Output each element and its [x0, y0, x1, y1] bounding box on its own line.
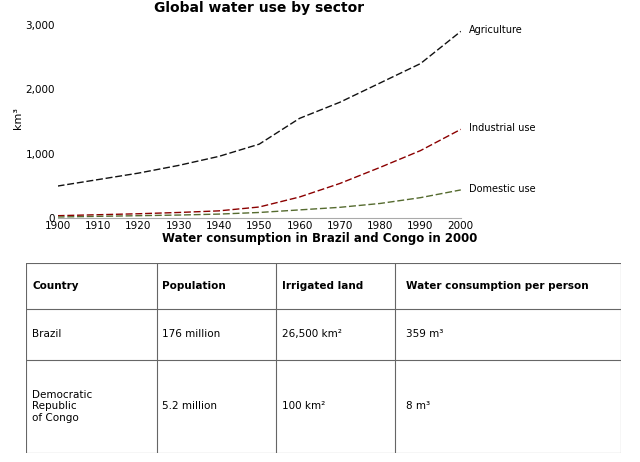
Text: 176 million: 176 million — [163, 329, 221, 340]
Text: Brazil: Brazil — [32, 329, 61, 340]
Text: Domestic use: Domestic use — [469, 183, 536, 194]
Text: 5.2 million: 5.2 million — [163, 401, 218, 411]
Text: Industrial use: Industrial use — [469, 123, 536, 133]
Text: Irrigated land: Irrigated land — [282, 281, 363, 291]
Text: 100 km²: 100 km² — [282, 401, 324, 411]
Y-axis label: km³: km³ — [13, 107, 22, 129]
Text: 8 m³: 8 m³ — [406, 401, 430, 411]
Text: Population: Population — [163, 281, 227, 291]
Text: Water consumption in Brazil and Congo in 2000: Water consumption in Brazil and Congo in… — [163, 232, 477, 245]
Text: Water consumption per person: Water consumption per person — [406, 281, 589, 291]
Text: Democratic
Republic
of Congo: Democratic Republic of Congo — [32, 390, 92, 423]
Text: Agriculture: Agriculture — [469, 25, 523, 35]
Text: 26,500 km²: 26,500 km² — [282, 329, 341, 340]
Text: 359 m³: 359 m³ — [406, 329, 444, 340]
Text: Country: Country — [32, 281, 79, 291]
Title: Global water use by sector: Global water use by sector — [154, 0, 364, 14]
